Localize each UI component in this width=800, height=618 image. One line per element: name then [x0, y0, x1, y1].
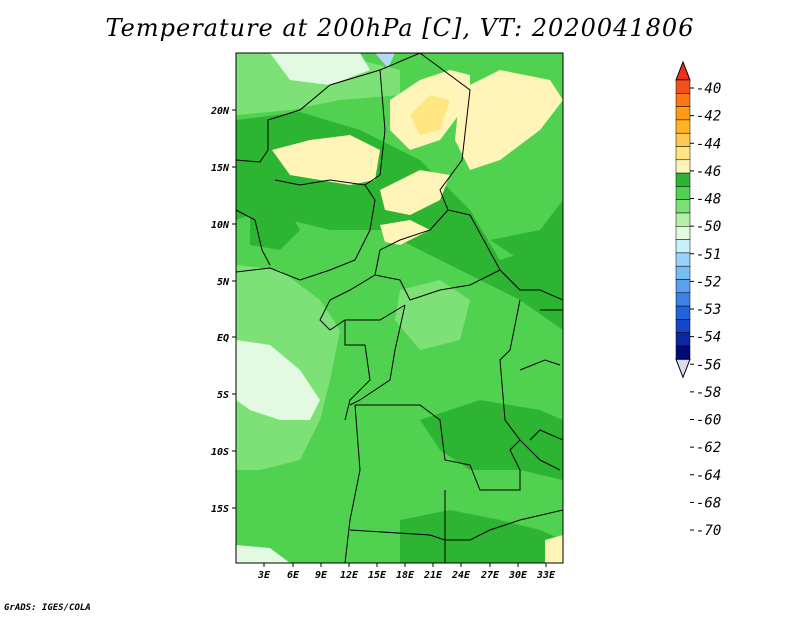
lon-tick-label: 9E — [315, 570, 328, 581]
colorbar-label: -56 — [696, 357, 721, 373]
colorbar-swatch — [675, 345, 691, 360]
colorbar-bottom-arrow — [675, 358, 691, 379]
colorbar-swatch — [675, 132, 691, 147]
lon-tick-label: 3E — [257, 570, 271, 581]
colorbar-swatch — [675, 93, 691, 107]
colorbar-label: -46 — [696, 164, 721, 180]
colorbar-swatch — [675, 239, 691, 254]
lat-tick-label: 15N — [211, 163, 230, 174]
colorbar-swatch — [675, 159, 691, 174]
colorbar-label: -53 — [696, 302, 721, 318]
longitude-axis: 3E 6E 9E 12E 15E 18E 21E 24E 27E 30E 33E — [257, 563, 556, 581]
colorbar-swatch — [675, 292, 691, 307]
colorbar-swatch — [675, 305, 691, 320]
colorbar-label: -42 — [696, 109, 721, 125]
colorbar-swatch — [675, 106, 691, 121]
lon-tick-label: 33E — [536, 570, 556, 581]
colorbar-label: -70 — [696, 523, 721, 539]
lon-tick-label: 6E — [287, 570, 300, 581]
lon-tick-label: 27E — [480, 570, 500, 581]
lat-tick-label: EQ — [217, 333, 229, 344]
map-title: Temperature at 200hPa [C], VT: 202004180… — [105, 14, 695, 42]
colorbar-label: -40 — [696, 81, 721, 97]
lat-tick-label: 15S — [211, 504, 229, 515]
colorbar-swatch — [675, 265, 691, 280]
colorbar-swatch — [675, 146, 691, 161]
colorbar-label: -48 — [696, 192, 721, 208]
colorbar-swatch — [675, 226, 691, 240]
colorbar-swatch — [675, 79, 691, 94]
colorbar-label: -52 — [696, 274, 721, 290]
map-frame — [235, 52, 564, 564]
grads-credit: GrADS: IGES/COLA — [4, 603, 91, 613]
lat-tick-label: 5N — [217, 277, 230, 288]
colorbar-label: -50 — [696, 219, 721, 235]
country-borders — [236, 53, 563, 563]
lon-tick-label: 30E — [508, 570, 528, 581]
lon-tick-label: 24E — [451, 570, 471, 581]
colorbar-swatch — [675, 119, 691, 134]
colorbar-label: -62 — [696, 440, 721, 456]
colorbar-label: -58 — [696, 385, 721, 401]
lat-tick-label: 20N — [210, 106, 230, 117]
lat-tick-label: 10S — [211, 447, 229, 458]
colorbar-label: -51 — [696, 247, 721, 263]
colorbar-label: -54 — [696, 330, 721, 346]
colorbar-swatch — [675, 332, 691, 347]
colorbar-swatch — [675, 252, 691, 267]
colorbar: -40 -42 -44 -46 -48 -50 -51 -52 -53 -54 -56 -58 -60 -… — [675, 60, 721, 539]
colorbar-label: -60 — [696, 413, 721, 429]
colorbar-swatch — [675, 319, 691, 333]
colorbar-label: -44 — [696, 136, 721, 152]
colorbar-swatch — [675, 186, 691, 200]
colorbar-swatch — [675, 279, 691, 294]
colorbar-swatch — [675, 199, 691, 214]
colorbar-swatch — [675, 212, 691, 227]
lon-tick-label: 21E — [423, 570, 443, 581]
lat-tick-label: 5S — [217, 390, 229, 401]
colorbar-swatch — [675, 172, 691, 187]
latitude-axis: 20N 15N 10N 5N EQ 5S 10S 15S — [210, 106, 236, 515]
lon-tick-label: 15E — [368, 570, 387, 581]
lon-tick-label: 12E — [340, 570, 359, 581]
lon-tick-label: 18E — [396, 570, 415, 581]
lat-tick-label: 10N — [211, 220, 230, 231]
colorbar-top-arrow — [675, 60, 691, 81]
colorbar-label: -64 — [696, 468, 721, 484]
colorbar-label: -68 — [696, 495, 721, 511]
